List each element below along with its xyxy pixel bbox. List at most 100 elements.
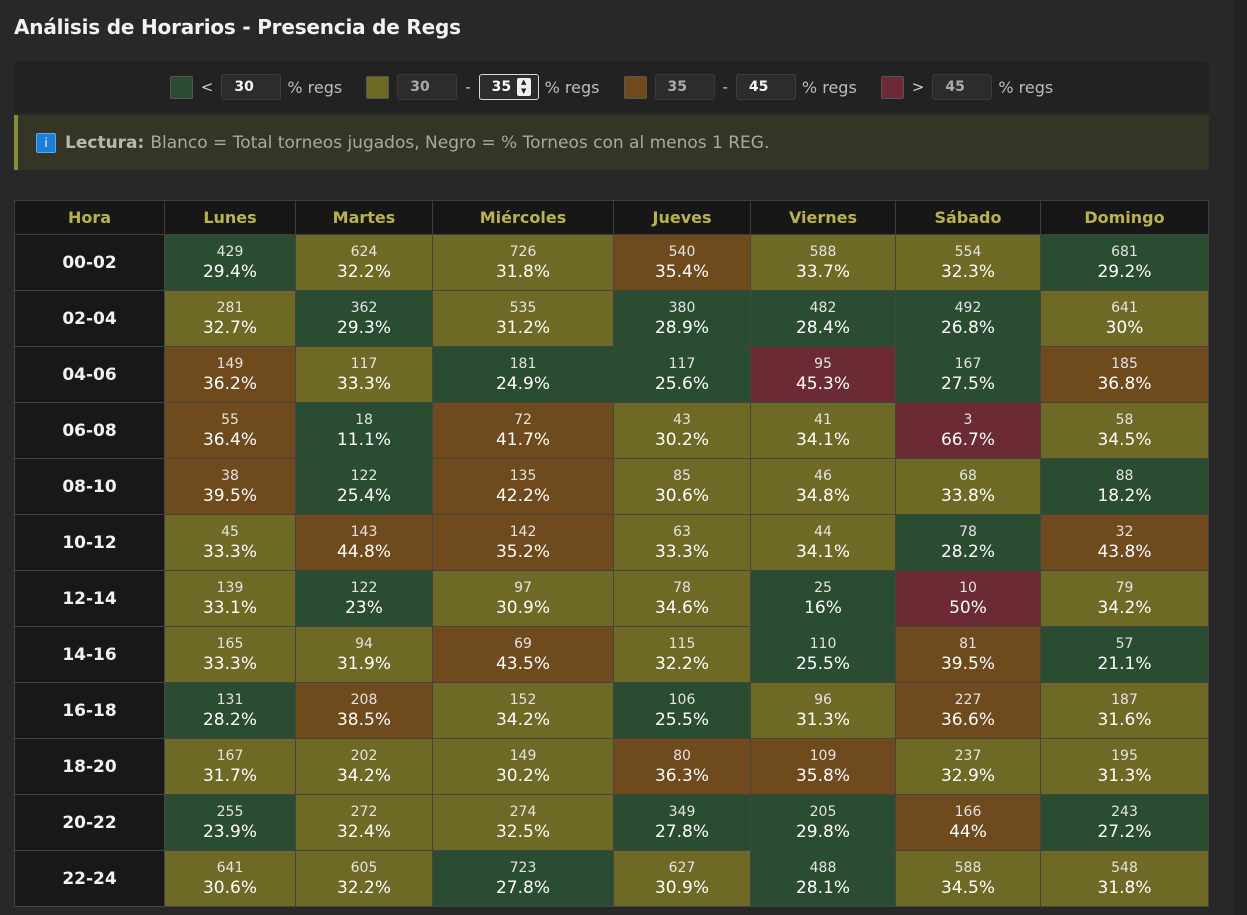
heatmap-cell: 69 43.5% bbox=[432, 626, 614, 683]
tournament-count: 43 bbox=[673, 411, 691, 428]
olive-max-stepper[interactable]: ▲▼ bbox=[478, 74, 539, 100]
heatmap-cell: 95 45.3% bbox=[750, 346, 896, 403]
tournament-count: 641 bbox=[1111, 299, 1138, 316]
less-than-symbol: < bbox=[200, 78, 214, 96]
heatmap-cell: 122 23% bbox=[295, 570, 433, 627]
reg-percentage: 31.9% bbox=[336, 653, 391, 674]
tournament-count: 152 bbox=[509, 691, 537, 708]
tournament-count: 68 bbox=[959, 467, 977, 484]
heatmap-cell: 255 23.9% bbox=[164, 794, 296, 851]
reg-percentage: 28.1% bbox=[795, 877, 850, 898]
hour-label: 06-08 bbox=[14, 402, 165, 459]
heatmap-cell: 274 32.5% bbox=[432, 794, 614, 851]
tournament-count: 380 bbox=[668, 299, 696, 316]
reg-percentage: 36.3% bbox=[654, 765, 709, 786]
reg-percentage: 33.3% bbox=[654, 541, 709, 562]
reg-percentage: 43.8% bbox=[1097, 541, 1152, 562]
tournament-count: 80 bbox=[673, 747, 691, 764]
page-scrollbar[interactable] bbox=[1234, 0, 1247, 915]
brown-min-input[interactable] bbox=[654, 74, 715, 100]
reg-percentage: 31.7% bbox=[202, 765, 257, 786]
tournament-count: 10 bbox=[959, 579, 977, 596]
heatmap-cell: 143 44.8% bbox=[295, 514, 433, 571]
reg-percentage: 38.5% bbox=[336, 709, 391, 730]
reg-percentage: 32.3% bbox=[940, 261, 995, 282]
reg-percentage: 30.2% bbox=[495, 765, 550, 786]
heatmap-cell: 117 25.6% bbox=[613, 346, 751, 403]
table-row: 16-18 131 28.2% 208 38.5% 152 34.2% 106 25.5% 96 3… bbox=[14, 682, 1209, 739]
reg-percentage: 25.6% bbox=[654, 373, 709, 394]
heatmap-cell: 85 30.6% bbox=[613, 458, 751, 515]
heatmap-cell: 97 30.9% bbox=[432, 570, 614, 627]
info-label: Lectura: bbox=[65, 132, 145, 153]
heatmap-cell: 32 43.8% bbox=[1040, 514, 1209, 571]
reg-percentage: 28.4% bbox=[795, 317, 850, 338]
tournament-count: 166 bbox=[954, 803, 982, 820]
tournament-count: 115 bbox=[668, 635, 696, 652]
reg-percentage: 28.9% bbox=[654, 317, 709, 338]
tournament-count: 227 bbox=[954, 691, 982, 708]
table-row: 14-16 165 33.3% 94 31.9% 69 43.5% 115 32.2% 110 25… bbox=[14, 626, 1209, 683]
reg-percentage: 42.2% bbox=[495, 485, 550, 506]
tournament-count: 588 bbox=[954, 859, 982, 876]
reg-percentage: 23.9% bbox=[202, 821, 257, 842]
reading-info-box: i Lectura: Blanco = Total torneos jugado… bbox=[14, 115, 1209, 170]
tournament-count: 131 bbox=[216, 691, 244, 708]
heatmap-cell: 185 36.8% bbox=[1040, 346, 1209, 403]
heatmap-cell: 167 31.7% bbox=[164, 738, 296, 795]
tournament-count: 106 bbox=[668, 691, 696, 708]
reg-percentage: 43.5% bbox=[495, 653, 550, 674]
tournament-count: 274 bbox=[509, 803, 537, 820]
heatmap-cell: 535 31.2% bbox=[432, 290, 614, 347]
heatmap-cell: 362 29.3% bbox=[295, 290, 433, 347]
tournament-count: 624 bbox=[350, 243, 378, 260]
hour-label: 14-16 bbox=[14, 626, 165, 683]
tournament-count: 605 bbox=[350, 859, 378, 876]
tournament-count: 492 bbox=[954, 299, 982, 316]
reg-percentage: 21.1% bbox=[1097, 653, 1152, 674]
tournament-count: 18 bbox=[355, 411, 373, 428]
green-max-input[interactable] bbox=[221, 74, 282, 100]
table-row: 22-24 641 30.6% 605 32.2% 723 27.8% 627 30.9% 488… bbox=[14, 850, 1209, 907]
reg-percentage: 32.7% bbox=[202, 317, 257, 338]
reg-percentage: 16% bbox=[804, 597, 842, 618]
heatmap-cell: 187 31.6% bbox=[1040, 682, 1209, 739]
color-thresholds-bar: < % regs - ▲▼ % regs - % regs > % regs bbox=[14, 61, 1209, 113]
heatmap-cell: 18 11.1% bbox=[295, 402, 433, 459]
tournament-count: 272 bbox=[350, 803, 378, 820]
tournament-count: 208 bbox=[350, 691, 378, 708]
heatmap-cell: 492 26.8% bbox=[895, 290, 1041, 347]
tournament-count: 110 bbox=[809, 635, 837, 652]
reg-percentage: 27.5% bbox=[940, 373, 995, 394]
reg-percentage: 18.2% bbox=[1097, 485, 1152, 506]
tournament-count: 281 bbox=[216, 299, 244, 316]
tournament-count: 726 bbox=[509, 243, 537, 260]
legend-green: < % regs bbox=[169, 74, 342, 100]
red-unit-label: % regs bbox=[998, 77, 1054, 97]
spin-arrows-icon[interactable]: ▲ ▼ bbox=[516, 78, 531, 96]
heatmap-cell: 429 29.4% bbox=[164, 234, 296, 291]
reg-percentage: 25.4% bbox=[336, 485, 391, 506]
legend-olive: - ▲▼ % regs bbox=[366, 74, 600, 100]
heatmap-cell: 726 31.8% bbox=[432, 234, 614, 291]
brown-max-input[interactable] bbox=[735, 74, 796, 100]
tournament-count: 117 bbox=[350, 355, 378, 372]
tournament-count: 554 bbox=[954, 243, 982, 260]
tournament-count: 96 bbox=[814, 691, 832, 708]
reg-percentage: 34.5% bbox=[1097, 429, 1152, 450]
heatmap-cell: 281 32.7% bbox=[164, 290, 296, 347]
heatmap-cell: 106 25.5% bbox=[613, 682, 751, 739]
red-min-input[interactable] bbox=[932, 74, 993, 100]
reg-percentage: 41.7% bbox=[495, 429, 550, 450]
heatmap-cell: 88 18.2% bbox=[1040, 458, 1209, 515]
olive-min-input[interactable] bbox=[397, 74, 458, 100]
heatmap-cell: 55 36.4% bbox=[164, 402, 296, 459]
reg-percentage: 26.8% bbox=[940, 317, 995, 338]
tournament-count: 488 bbox=[809, 859, 837, 876]
heatmap-cell: 142 35.2% bbox=[432, 514, 614, 571]
heatmap-cell: 25 16% bbox=[750, 570, 896, 627]
reg-percentage: 31.3% bbox=[795, 709, 850, 730]
heatmap-cell: 46 34.8% bbox=[750, 458, 896, 515]
heatmap-cell: 139 33.1% bbox=[164, 570, 296, 627]
reg-percentage: 29.2% bbox=[1097, 261, 1152, 282]
